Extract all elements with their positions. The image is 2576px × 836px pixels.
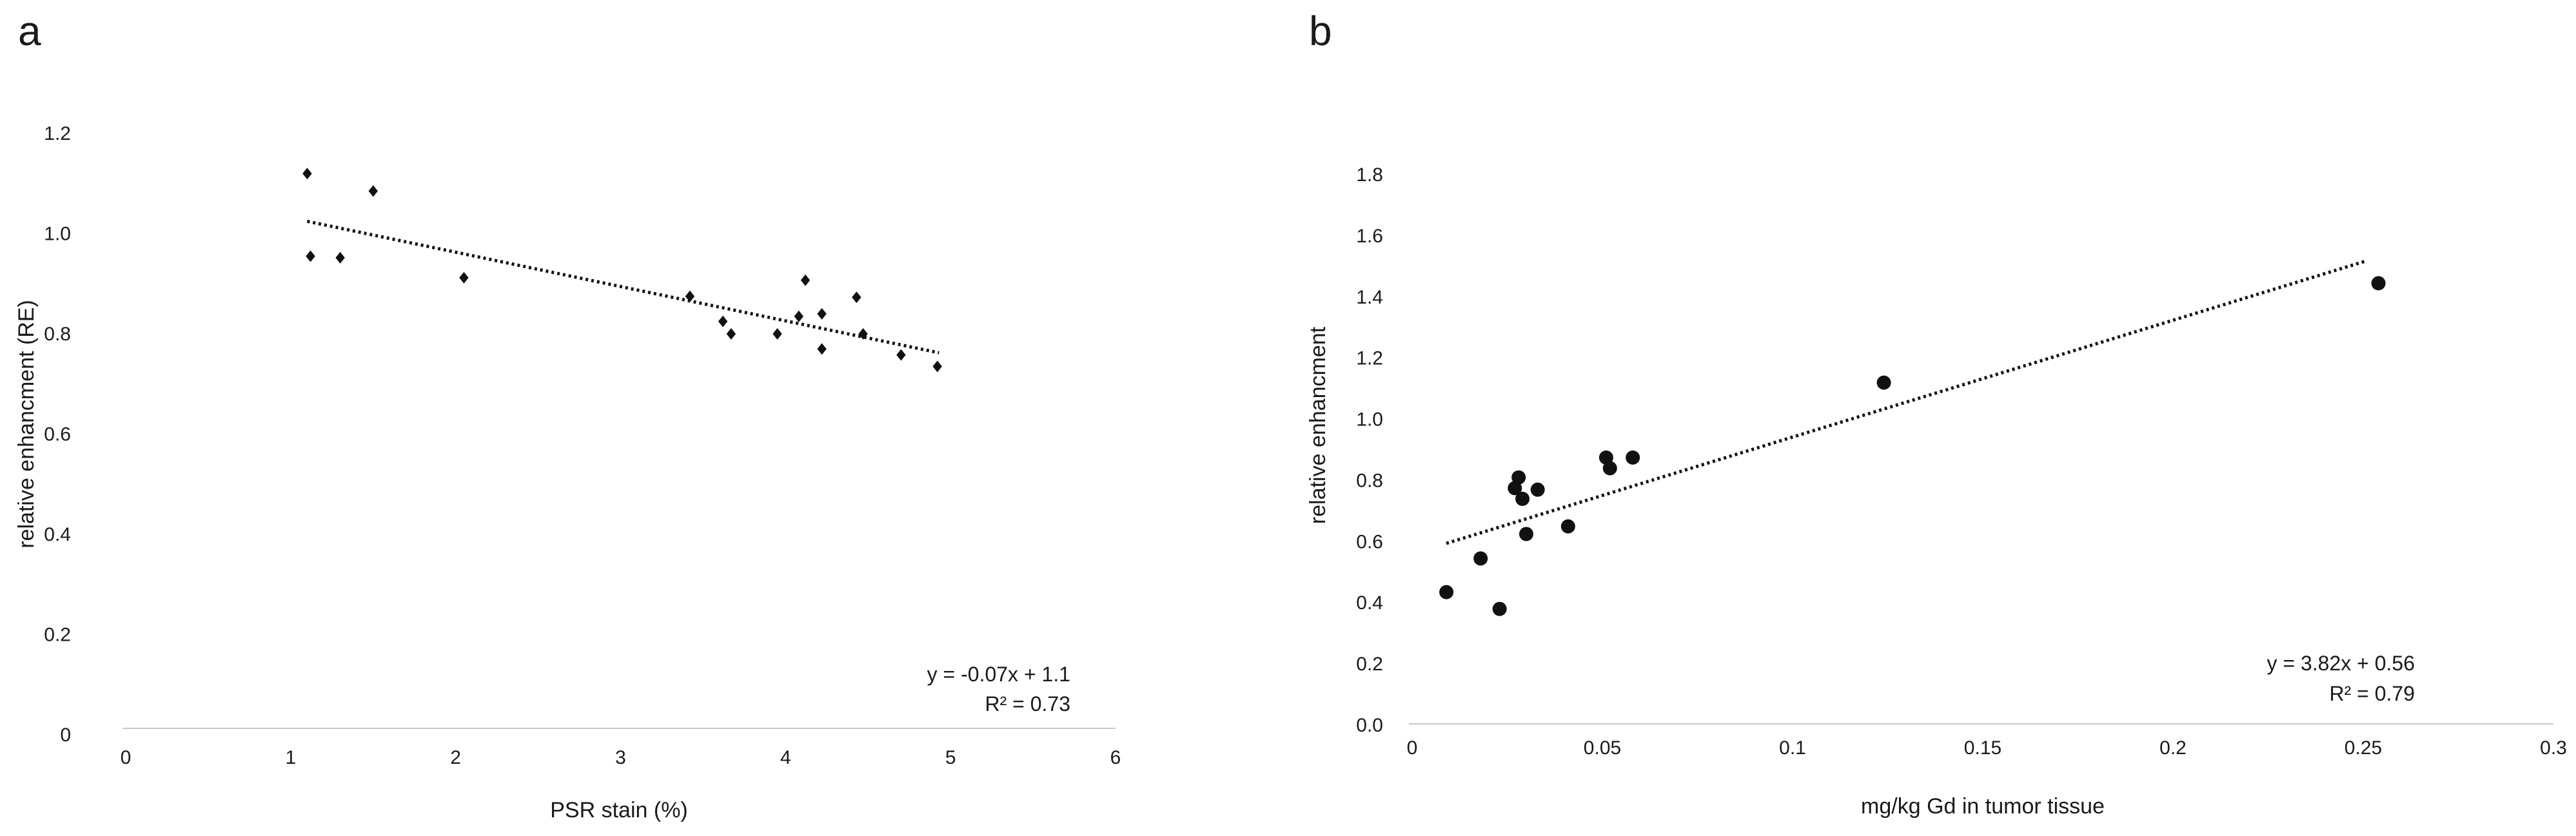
y-tick-label: 0.8 — [1356, 470, 1383, 491]
data-point — [852, 291, 861, 304]
data-point — [858, 328, 868, 340]
x-tick-label: 0.2 — [2159, 737, 2187, 759]
data-point — [794, 310, 803, 322]
x-tick-label: 0.1 — [1779, 737, 1806, 759]
x-tick-label: 3 — [615, 747, 626, 768]
data-point — [817, 343, 827, 355]
panel-label-a: a — [18, 8, 41, 54]
y-axis-title: relative enhancment (RE) — [14, 300, 39, 549]
data-point — [335, 251, 345, 264]
trendline-line — [1446, 259, 2368, 545]
data-point — [1492, 601, 1507, 616]
trendline-equation: y = 3.82x + 0.56 — [2267, 652, 2415, 675]
data-points — [1439, 276, 2386, 616]
data-point — [800, 274, 811, 286]
x-tick-label: 0 — [121, 747, 132, 768]
chart-panel-b: b 0 0.05 0.1 0.15 0.2 0.25 0.3 0.0 0.2 0.4 0.6 0.8… — [1306, 8, 2567, 819]
data-point — [1626, 450, 1640, 465]
y-tick-label: 1.8 — [1356, 164, 1383, 186]
x-tick-label: 1 — [285, 747, 296, 768]
y-tick-label: 0.4 — [44, 524, 71, 545]
x-tick-labels: 0 0.05 0.1 0.15 0.2 0.25 0.3 — [1407, 737, 2567, 759]
x-tick-label: 0.25 — [2345, 737, 2382, 759]
x-tick-label: 6 — [1110, 747, 1121, 768]
chart-panel-a: a 0 1 2 3 4 5 6 0 0.2 0.4 0.6 0.8 1.0 1.2 PSR stain … — [14, 8, 1121, 822]
x-axis-title: PSR stain (%) — [550, 798, 688, 822]
y-tick-label: 0.2 — [1356, 654, 1383, 675]
y-tick-label: 0.6 — [1356, 531, 1383, 552]
data-point — [1519, 527, 1533, 541]
y-tick-label: 1.2 — [1356, 348, 1383, 369]
data-point — [459, 271, 469, 284]
data-point — [1511, 470, 1526, 485]
data-points — [302, 168, 942, 373]
x-tick-labels: 0 1 2 3 4 5 6 — [121, 747, 1121, 768]
x-tick-label: 0.3 — [2540, 737, 2567, 759]
y-tick-label: 1.2 — [44, 123, 71, 144]
y-tick-labels: 0.0 0.2 0.4 0.6 0.8 1.0 1.2 1.4 1.6 1.8 — [1356, 164, 1383, 736]
y-tick-labels: 0 0.2 0.4 0.6 0.8 1.0 1.2 — [44, 123, 71, 746]
data-point — [306, 250, 315, 262]
x-tick-label: 0 — [1407, 737, 1418, 759]
data-point — [1439, 585, 1454, 599]
x-tick-label: 0.05 — [1584, 737, 1621, 759]
data-point — [1602, 461, 1617, 476]
data-point — [1876, 375, 1891, 390]
data-point — [772, 328, 782, 340]
y-tick-label: 0.8 — [44, 324, 71, 345]
r-squared-label: R² = 0.73 — [985, 692, 1070, 715]
x-tick-label: 2 — [450, 747, 461, 768]
data-point — [817, 307, 827, 320]
y-tick-label: 1.0 — [44, 224, 71, 245]
y-tick-label: 0.0 — [1356, 715, 1383, 736]
x-axis-title: mg/kg Gd in tumor tissue — [1861, 794, 2105, 819]
trendline-line — [306, 219, 939, 355]
data-point — [2371, 276, 2386, 291]
x-tick-label: 4 — [780, 747, 791, 768]
data-point — [1508, 481, 1522, 496]
data-point — [718, 315, 728, 327]
y-tick-label: 0.2 — [44, 625, 71, 646]
data-point — [726, 328, 736, 340]
data-point — [1473, 551, 1488, 566]
y-tick-label: 1.0 — [1356, 409, 1383, 431]
trendline — [306, 219, 939, 355]
x-tick-label: 5 — [945, 747, 956, 768]
data-point — [896, 349, 906, 361]
y-tick-label: 0 — [60, 724, 71, 746]
y-axis-title: relative enhancment — [1306, 326, 1330, 524]
trendline-equation: y = -0.07x + 1.1 — [927, 663, 1070, 686]
trendline — [1446, 259, 2368, 545]
y-tick-label: 0.6 — [44, 424, 71, 445]
data-point — [1515, 491, 1530, 506]
data-point — [302, 168, 312, 180]
panel-label-b: b — [1309, 8, 1332, 54]
y-tick-label: 1.4 — [1356, 287, 1383, 308]
data-point — [1598, 450, 1613, 465]
y-tick-label: 0.4 — [1356, 592, 1383, 614]
data-point — [685, 290, 695, 302]
x-tick-label: 0.15 — [1964, 737, 2001, 759]
y-tick-label: 1.6 — [1356, 226, 1383, 247]
data-point — [1530, 482, 1545, 497]
data-point — [932, 360, 942, 373]
data-point — [368, 185, 378, 197]
r-squared-label: R² = 0.79 — [2329, 682, 2415, 705]
data-point — [1560, 519, 1575, 534]
